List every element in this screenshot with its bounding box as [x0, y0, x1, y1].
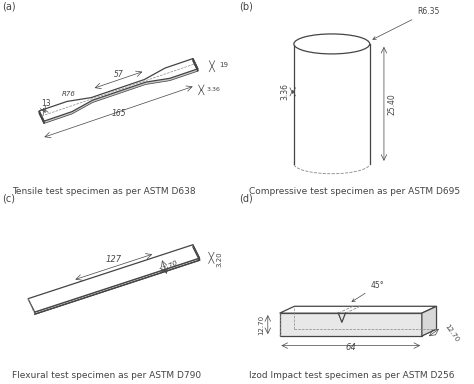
- Text: Tensile test specimen as per ASTM D638: Tensile test specimen as per ASTM D638: [12, 187, 195, 196]
- Text: (b): (b): [239, 2, 253, 12]
- Text: Flexural test specimen as per ASTM D790: Flexural test specimen as per ASTM D790: [12, 371, 201, 380]
- Text: 3.36: 3.36: [206, 87, 220, 93]
- Polygon shape: [39, 59, 198, 121]
- Polygon shape: [280, 313, 422, 336]
- Text: 12.70: 12.70: [258, 314, 264, 334]
- Text: 64: 64: [346, 343, 356, 353]
- Polygon shape: [294, 44, 370, 164]
- Polygon shape: [193, 245, 200, 260]
- Text: 12.70: 12.70: [443, 323, 460, 343]
- Polygon shape: [28, 245, 200, 312]
- Text: 13: 13: [41, 99, 50, 108]
- Polygon shape: [39, 61, 198, 123]
- Polygon shape: [422, 306, 437, 336]
- Text: 12.70: 12.70: [159, 259, 180, 274]
- Ellipse shape: [294, 34, 370, 54]
- Text: 45°: 45°: [352, 281, 384, 302]
- Text: 57: 57: [114, 70, 123, 79]
- Text: R76: R76: [61, 91, 75, 97]
- Text: 25.40: 25.40: [387, 93, 396, 115]
- Text: 19: 19: [219, 62, 228, 68]
- Text: 3.36: 3.36: [281, 83, 290, 100]
- Polygon shape: [35, 258, 200, 314]
- Polygon shape: [280, 306, 437, 313]
- Text: (c): (c): [2, 194, 15, 204]
- Text: 127: 127: [106, 255, 122, 264]
- Text: Izod Impact test specimen as per ASTM D256: Izod Impact test specimen as per ASTM D2…: [249, 371, 455, 380]
- Text: R6.35: R6.35: [373, 7, 439, 39]
- Text: (a): (a): [2, 2, 16, 12]
- Text: (d): (d): [239, 194, 253, 204]
- Polygon shape: [39, 111, 44, 123]
- Polygon shape: [193, 59, 198, 71]
- Text: 165: 165: [111, 109, 126, 118]
- Text: Compressive test specimen as per ASTM D695: Compressive test specimen as per ASTM D6…: [249, 187, 460, 196]
- Text: 3.20: 3.20: [216, 252, 222, 267]
